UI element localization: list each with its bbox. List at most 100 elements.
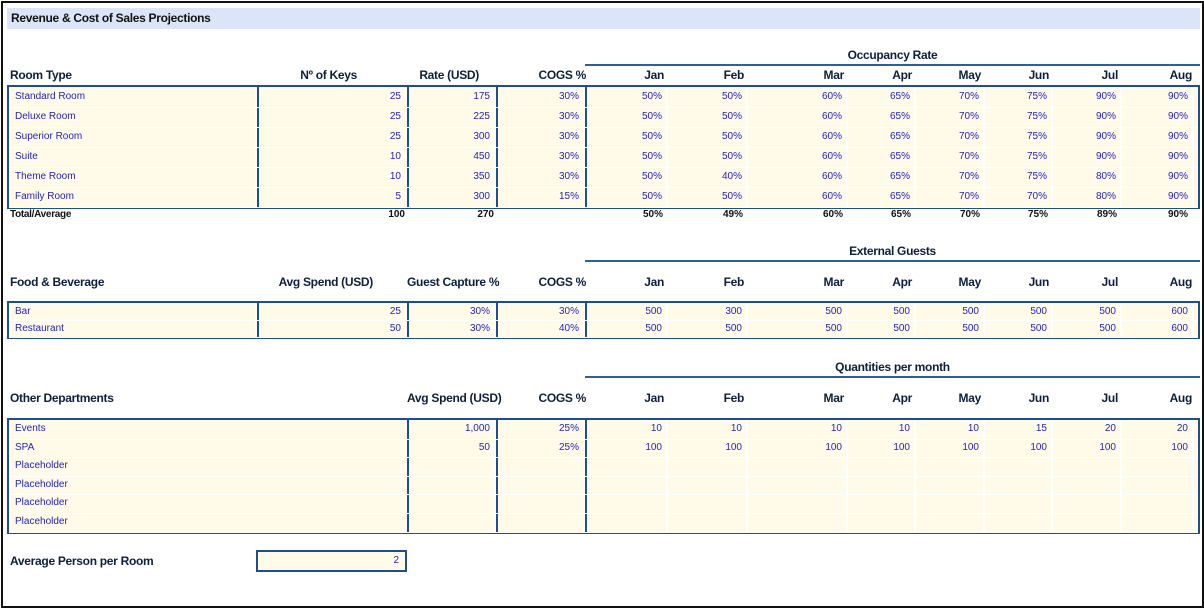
rooms-cell-cogs[interactable]: 30% [498, 147, 585, 167]
other-cell-mar[interactable] [748, 457, 848, 476]
fnb-cell-capture[interactable]: 30% [409, 303, 496, 320]
rooms-cell-name[interactable]: Family Room [9, 187, 257, 207]
rooms-cell-mar[interactable]: 60% [748, 127, 848, 147]
rooms-cell-feb[interactable]: 50% [668, 187, 748, 207]
fnb-cell-feb[interactable]: 500 [668, 320, 748, 337]
other-cell-aug[interactable] [1122, 494, 1194, 513]
fnb-cell-capture[interactable]: 30% [409, 320, 496, 337]
other-cell-may[interactable]: 10 [916, 420, 985, 439]
other-cell-spend[interactable]: 1,000 [409, 420, 496, 439]
other-cell-jul[interactable]: 20 [1053, 420, 1122, 439]
rooms-cell-may[interactable]: 70% [916, 87, 985, 107]
fnb-cell-name[interactable]: Restaurant [9, 320, 257, 337]
rooms-cell-cogs[interactable]: 30% [498, 167, 585, 187]
other-cell-apr[interactable]: 100 [848, 438, 916, 458]
other-cell-name[interactable]: Placeholder [9, 457, 407, 476]
rooms-cell-aug[interactable]: 90% [1122, 187, 1194, 207]
other-cell-may[interactable] [916, 513, 985, 532]
rooms-cell-aug[interactable]: 90% [1122, 167, 1194, 187]
other-cell-feb[interactable] [668, 494, 748, 513]
rooms-cell-keys[interactable]: 25 [259, 87, 407, 107]
other-cell-jul[interactable] [1053, 513, 1122, 532]
other-cell-aug[interactable]: 100 [1122, 438, 1194, 458]
other-cell-may[interactable] [916, 457, 985, 476]
rooms-cell-feb[interactable]: 50% [668, 147, 748, 167]
rooms-cell-name[interactable]: Suite [9, 147, 257, 167]
other-cell-mar[interactable] [748, 513, 848, 532]
rooms-cell-feb[interactable]: 50% [668, 87, 748, 107]
other-cell-cogs[interactable] [498, 475, 585, 495]
rooms-cell-aug[interactable]: 90% [1122, 87, 1194, 107]
rooms-cell-jul[interactable]: 80% [1053, 167, 1122, 187]
other-cell-apr[interactable] [848, 475, 916, 495]
rooms-cell-rate[interactable]: 300 [409, 127, 496, 147]
rooms-cell-jun[interactable]: 75% [985, 147, 1053, 167]
other-cell-feb[interactable] [668, 457, 748, 476]
rooms-cell-keys[interactable]: 5 [259, 187, 407, 207]
rooms-cell-mar[interactable]: 60% [748, 87, 848, 107]
fnb-cell-apr[interactable]: 500 [848, 320, 916, 337]
fnb-cell-mar[interactable]: 500 [748, 303, 848, 320]
fnb-cell-name[interactable]: Bar [9, 303, 257, 320]
other-cell-jun[interactable]: 100 [985, 438, 1053, 458]
other-cell-spend[interactable] [409, 457, 496, 476]
fnb-cell-jan[interactable]: 500 [587, 303, 668, 320]
rooms-cell-jul[interactable]: 90% [1053, 107, 1122, 127]
rooms-cell-keys[interactable]: 10 [259, 167, 407, 187]
other-cell-apr[interactable] [848, 513, 916, 532]
rooms-cell-cogs[interactable]: 30% [498, 107, 585, 127]
other-cell-jun[interactable] [985, 457, 1053, 476]
rooms-cell-rate[interactable]: 350 [409, 167, 496, 187]
fnb-cell-jun[interactable]: 500 [985, 303, 1053, 320]
other-cell-mar[interactable] [748, 494, 848, 513]
rooms-cell-name[interactable]: Standard Room [9, 87, 257, 107]
rooms-cell-jan[interactable]: 50% [587, 167, 668, 187]
avg-person-input[interactable]: 2 [256, 550, 407, 572]
other-cell-name[interactable]: SPA [9, 438, 407, 458]
rooms-cell-aug[interactable]: 90% [1122, 147, 1194, 167]
other-cell-cogs[interactable]: 25% [498, 420, 585, 439]
other-cell-aug[interactable]: 20 [1122, 420, 1194, 439]
rooms-cell-jan[interactable]: 50% [587, 87, 668, 107]
rooms-cell-apr[interactable]: 65% [848, 87, 916, 107]
rooms-cell-mar[interactable]: 60% [748, 167, 848, 187]
other-cell-spend[interactable] [409, 475, 496, 495]
other-cell-aug[interactable] [1122, 475, 1194, 495]
other-cell-jul[interactable] [1053, 494, 1122, 513]
other-cell-jun[interactable] [985, 475, 1053, 495]
other-cell-jan[interactable] [587, 513, 668, 532]
other-cell-name[interactable]: Placeholder [9, 513, 407, 532]
rooms-cell-may[interactable]: 70% [916, 107, 985, 127]
rooms-cell-keys[interactable]: 10 [259, 147, 407, 167]
fnb-cell-aug[interactable]: 600 [1122, 303, 1194, 320]
rooms-cell-aug[interactable]: 90% [1122, 127, 1194, 147]
rooms-cell-rate[interactable]: 225 [409, 107, 496, 127]
other-cell-cogs[interactable]: 25% [498, 438, 585, 458]
fnb-cell-may[interactable]: 500 [916, 320, 985, 337]
rooms-cell-cogs[interactable]: 30% [498, 127, 585, 147]
other-cell-jan[interactable] [587, 475, 668, 495]
rooms-cell-keys[interactable]: 25 [259, 127, 407, 147]
rooms-cell-may[interactable]: 70% [916, 167, 985, 187]
other-cell-apr[interactable] [848, 457, 916, 476]
rooms-cell-may[interactable]: 70% [916, 187, 985, 207]
other-cell-feb[interactable] [668, 513, 748, 532]
rooms-cell-feb[interactable]: 40% [668, 167, 748, 187]
fnb-cell-aug[interactable]: 600 [1122, 320, 1194, 337]
fnb-cell-jun[interactable]: 500 [985, 320, 1053, 337]
rooms-cell-cogs[interactable]: 30% [498, 87, 585, 107]
fnb-cell-feb[interactable]: 300 [668, 303, 748, 320]
rooms-cell-jan[interactable]: 50% [587, 127, 668, 147]
rooms-cell-jun[interactable]: 70% [985, 187, 1053, 207]
other-cell-name[interactable]: Placeholder [9, 475, 407, 495]
other-cell-aug[interactable] [1122, 513, 1194, 532]
rooms-cell-jan[interactable]: 50% [587, 107, 668, 127]
other-cell-may[interactable]: 100 [916, 438, 985, 458]
rooms-cell-mar[interactable]: 60% [748, 147, 848, 167]
other-cell-cogs[interactable] [498, 494, 585, 513]
other-cell-cogs[interactable] [498, 457, 585, 476]
rooms-cell-jul[interactable]: 90% [1053, 87, 1122, 107]
rooms-cell-keys[interactable]: 25 [259, 107, 407, 127]
other-cell-apr[interactable]: 10 [848, 420, 916, 439]
other-cell-cogs[interactable] [498, 513, 585, 532]
